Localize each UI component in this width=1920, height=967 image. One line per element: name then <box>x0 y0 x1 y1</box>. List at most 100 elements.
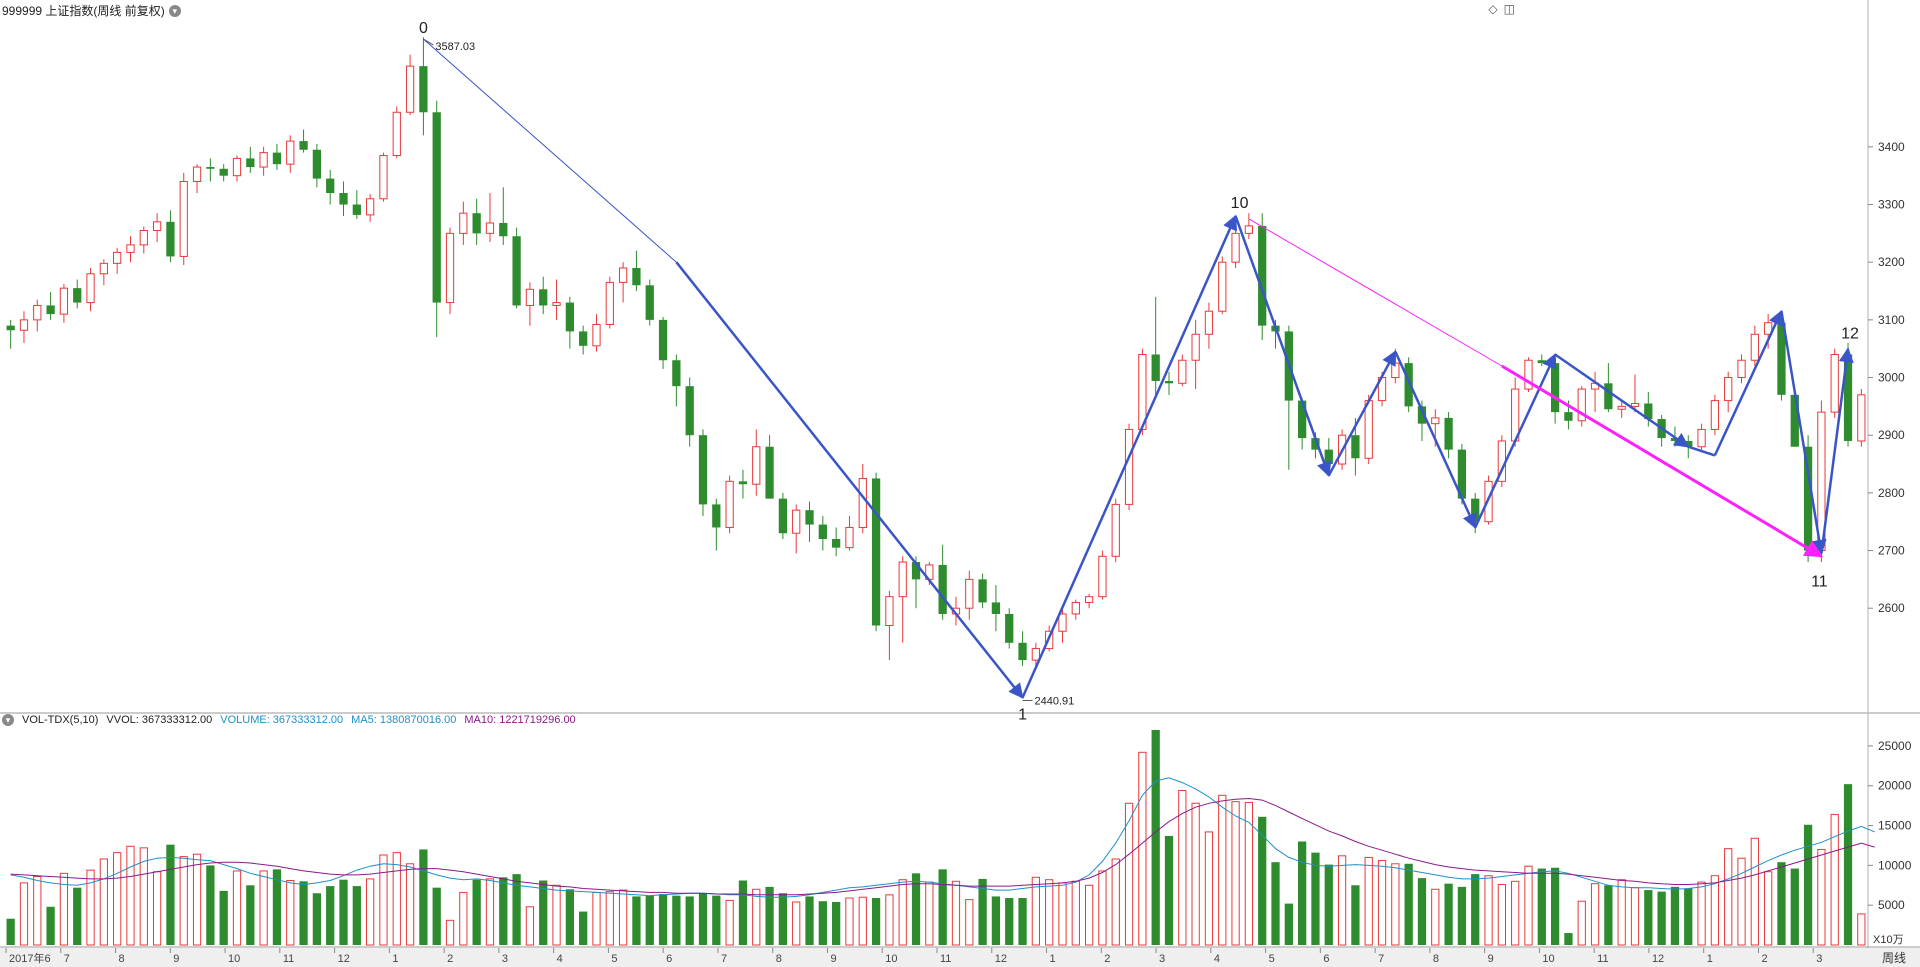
time-axis-label: 8 <box>776 953 782 965</box>
diamond-icon[interactable]: ◇ <box>1488 2 1498 16</box>
candle-body <box>1537 360 1546 364</box>
candle-body <box>1550 363 1560 413</box>
volume-bar <box>6 918 15 945</box>
volume-bar <box>259 870 268 946</box>
volume-bar <box>1724 848 1733 946</box>
candle-body <box>765 446 774 499</box>
volume-bar <box>1045 879 1054 946</box>
candle-body <box>1630 402 1640 407</box>
candle-body <box>232 157 242 177</box>
volume-bar <box>1817 848 1826 946</box>
volume-bar <box>1843 784 1853 945</box>
candle-body <box>99 262 108 275</box>
volume-bar <box>1058 882 1067 946</box>
candle-body <box>73 288 82 303</box>
volume-bar <box>1564 933 1573 945</box>
candle-body <box>472 213 481 234</box>
volume-bar <box>898 879 907 946</box>
chevron-down-icon[interactable]: ▾ <box>2 714 14 726</box>
volume-bar <box>272 869 282 945</box>
candle-body <box>419 66 428 113</box>
volume-bar <box>19 882 29 946</box>
volume-bar <box>818 901 827 945</box>
volume-bar <box>326 886 335 945</box>
volume-bar <box>911 873 921 945</box>
candle-body <box>392 111 401 157</box>
volume-bar <box>459 891 468 946</box>
volume-bar <box>978 878 987 945</box>
candle-body <box>405 65 415 113</box>
candle-body <box>1071 601 1080 615</box>
volume-bar <box>1231 801 1240 946</box>
high-pointer <box>423 38 434 46</box>
volume-bar <box>166 844 175 945</box>
volume-bar <box>1364 856 1373 946</box>
volume-bar <box>1124 802 1134 946</box>
candle-body <box>259 152 268 168</box>
volume-bar <box>219 890 228 945</box>
volume-bar <box>938 869 947 945</box>
volume-bar <box>512 874 521 945</box>
volume-bar <box>192 853 202 946</box>
candle-body <box>1244 225 1254 234</box>
volume-bar <box>1857 913 1866 946</box>
candle-body <box>512 236 521 306</box>
volume-bar <box>1590 883 1600 946</box>
volume-bar <box>1258 816 1267 945</box>
candle-body <box>1084 596 1094 603</box>
volume-bar <box>592 891 601 946</box>
trend-line-b-c <box>1394 351 1477 529</box>
price-axis-label: 2700 <box>1878 544 1905 558</box>
volume-bar <box>858 896 867 946</box>
candle-body <box>1857 394 1866 442</box>
volume-bar <box>1351 885 1360 945</box>
candle-body <box>552 302 561 306</box>
candle-body <box>246 158 255 168</box>
volume-bar <box>1830 813 1839 946</box>
price-axis-label: 2600 <box>1878 601 1905 615</box>
volume-bar <box>1138 751 1147 946</box>
candle-body <box>1404 363 1413 407</box>
volume-bar <box>805 896 814 945</box>
candle-body <box>1218 261 1227 312</box>
candle-body <box>126 244 135 253</box>
volume-bar <box>832 902 841 945</box>
price-axis-label: 2900 <box>1878 428 1905 442</box>
volume-bar <box>1790 868 1799 945</box>
volume-axis-label: 20000 <box>1878 779 1912 793</box>
volume-bar <box>1084 884 1094 946</box>
time-axis-label: 9 <box>173 953 179 965</box>
candle-body <box>1258 225 1267 326</box>
time-axis-label: 3 <box>502 953 508 965</box>
volume-bar <box>392 852 401 946</box>
candle-body <box>1764 322 1773 335</box>
candle-body <box>1111 503 1120 557</box>
volume-bar <box>1644 890 1653 945</box>
trend-line-10-a <box>1234 215 1332 477</box>
candle-body <box>525 288 535 306</box>
volume-bar <box>1151 730 1160 945</box>
candle-body <box>938 564 947 614</box>
volume-bar <box>59 872 69 946</box>
candle-body <box>1005 613 1014 643</box>
time-axis-label: 2 <box>447 953 453 965</box>
volume-bar <box>1298 841 1307 945</box>
chevron-down-icon[interactable]: ▾ <box>168 4 181 17</box>
candle-body <box>1710 400 1720 430</box>
time-axis-bg <box>0 948 1920 967</box>
candle-body <box>1031 648 1040 661</box>
candle-body <box>1164 380 1174 384</box>
candle-body <box>113 251 122 264</box>
candle-body <box>219 168 228 176</box>
trend-line-0-1-lower <box>675 261 1024 699</box>
candle-body <box>6 325 15 331</box>
volume-bar <box>246 885 255 945</box>
trend-line-c-d <box>1474 353 1557 528</box>
period-label: 周线 <box>1882 951 1906 965</box>
volume-bar <box>1750 837 1759 946</box>
volume-bar <box>605 891 614 946</box>
candle-body <box>965 578 974 609</box>
candle-body <box>366 198 375 216</box>
panel-toggle-icon[interactable]: ◫ <box>1503 2 1515 16</box>
